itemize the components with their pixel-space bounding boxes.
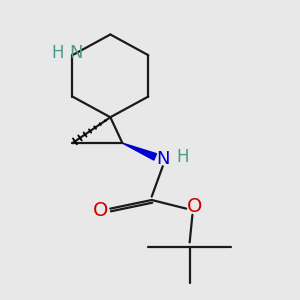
Text: O: O bbox=[93, 201, 108, 220]
Text: N: N bbox=[69, 44, 82, 62]
Polygon shape bbox=[122, 143, 157, 160]
Text: N: N bbox=[156, 150, 169, 168]
Text: H: H bbox=[52, 44, 64, 62]
Text: O: O bbox=[187, 197, 202, 216]
Text: H: H bbox=[176, 148, 189, 166]
